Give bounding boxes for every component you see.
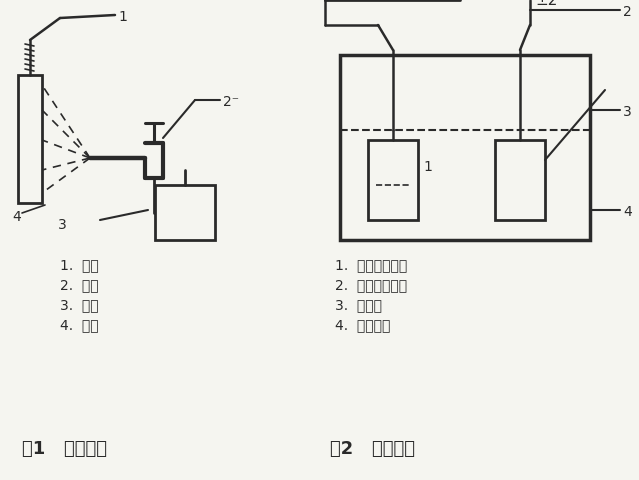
Text: 2.  电极（阳极）: 2. 电极（阳极）: [335, 278, 407, 292]
Text: 1: 1: [118, 10, 127, 24]
Text: 1: 1: [423, 160, 432, 174]
Bar: [340, 55, 590, 240]
Text: 图2   电泳涂装: 图2 电泳涂装: [330, 440, 415, 458]
Text: 图1   喷涂涂装: 图1 喷涂涂装: [22, 440, 107, 458]
Bar: [368, 140, 418, 220]
Bar: [495, 140, 545, 220]
Text: 4: 4: [12, 210, 20, 224]
Text: 2⁻: 2⁻: [223, 95, 239, 109]
Text: ±2: ±2: [535, 0, 557, 8]
Text: 1.  工件: 1. 工件: [60, 258, 99, 272]
Text: 2: 2: [623, 5, 632, 19]
Text: 3: 3: [58, 218, 66, 232]
Bar: [18, 75, 42, 203]
Text: 3: 3: [623, 105, 632, 119]
Bar: [155, 185, 215, 240]
Text: 4.  漆雾: 4. 漆雾: [60, 318, 98, 332]
Text: 1.  工件（阴极）: 1. 工件（阴极）: [335, 258, 407, 272]
Text: 4: 4: [623, 205, 632, 219]
Text: 2.  喷枪: 2. 喷枪: [60, 278, 98, 292]
Text: 3.  电泳槽: 3. 电泳槽: [335, 298, 382, 312]
Text: 3.  涂料: 3. 涂料: [60, 298, 98, 312]
Text: 4.  电泳涂料: 4. 电泳涂料: [335, 318, 390, 332]
